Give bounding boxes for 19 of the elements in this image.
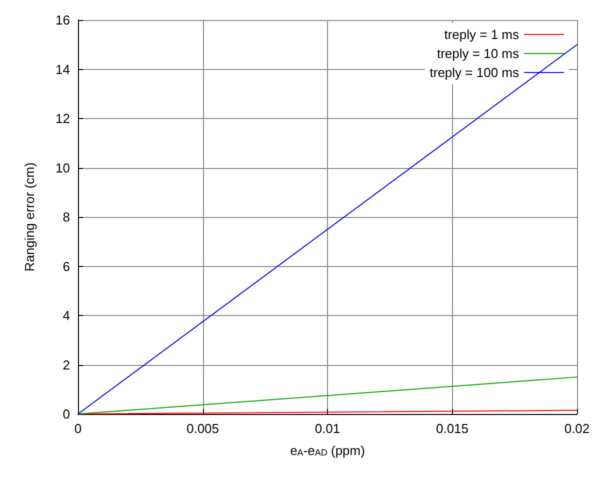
y-axis-title: Ranging error (cm) (22, 162, 37, 272)
y-tick-label: 16 (56, 12, 70, 28)
x-tick-label: 0.01 (314, 421, 340, 436)
x-tick-label: 0 (74, 421, 82, 436)
y-tick-label: 14 (56, 62, 70, 77)
y-tick-label: 4 (62, 308, 70, 323)
y-tick-label: 10 (56, 160, 70, 176)
y-tick-label: 8 (62, 210, 70, 224)
y-tick-label: 0 (62, 406, 70, 422)
x-tick-label: 0.02 (564, 421, 590, 436)
x-tick-label: 0.015 (436, 421, 469, 436)
y-tick-label: 12 (56, 111, 70, 126)
legend-label: treply = 100 ms (430, 65, 520, 80)
legend-label: treply = 10 ms (436, 46, 520, 61)
x-tick-label: 0.005 (186, 421, 220, 436)
x-axis-title: eA-eAD (ppm) (290, 443, 365, 458)
y-tick-label: 6 (62, 258, 70, 274)
legend-label: treply = 1 ms (444, 27, 520, 42)
y-tick-label: 2 (62, 357, 70, 372)
